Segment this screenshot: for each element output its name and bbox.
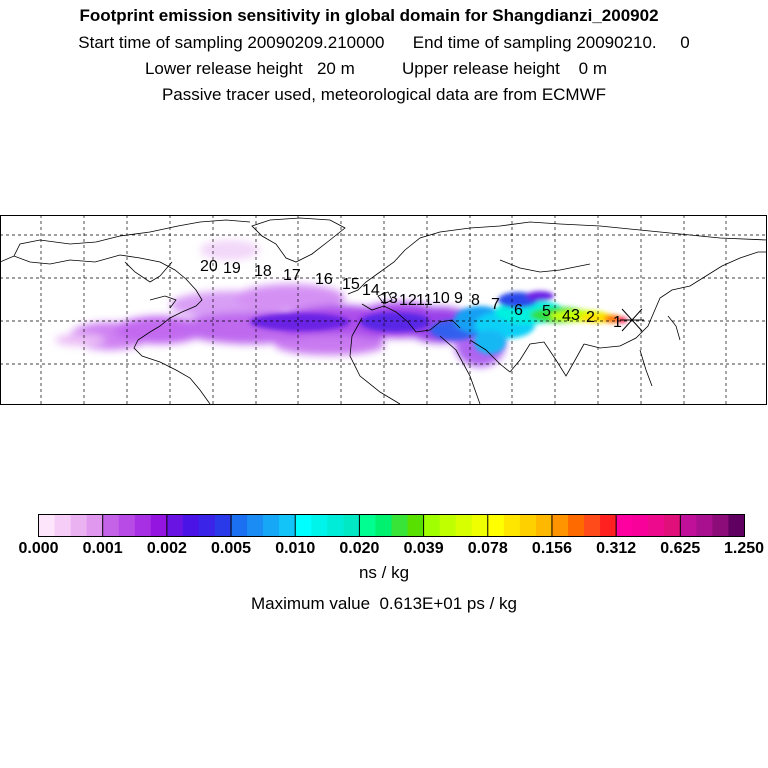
colorbar-tick-label: 0.010 <box>275 540 315 557</box>
colorbar-cell <box>279 514 296 537</box>
day-label: 10 <box>432 290 450 307</box>
colorbar-cell <box>568 514 585 537</box>
footprint-map: 1 2 3 4 5 6 7 8 9 10 11 12 13 14 15 16 1… <box>0 215 767 405</box>
colorbar-cell <box>584 514 601 537</box>
colorbar-cell <box>600 514 617 537</box>
tracer-info-line: Passive tracer used, meteorological data… <box>161 85 607 104</box>
day-label: 14 <box>362 282 380 299</box>
colorbar-tick-label: 0.000 <box>18 540 58 557</box>
colorbar-tick-label: 0.625 <box>660 540 700 557</box>
colorbar-cell <box>664 514 681 537</box>
colorbar-cell <box>375 514 392 537</box>
day-label: 1 <box>613 314 622 331</box>
colorbar-cell <box>231 514 248 537</box>
day-label: 3 <box>571 307 580 324</box>
colorbar-cell <box>391 514 409 537</box>
colorbar-cell <box>166 514 184 537</box>
day-label: 12 <box>399 292 417 309</box>
colorbar-cell <box>215 514 232 537</box>
colorbar-cell <box>295 514 312 537</box>
day-label: 6 <box>514 302 523 319</box>
day-labels: 1 2 3 4 5 6 7 8 9 10 11 12 13 14 15 16 1… <box>200 258 622 331</box>
colorbar-cell <box>407 514 425 537</box>
colorbar-cell <box>455 514 473 537</box>
colorbar-tick-label: 1.250 <box>724 540 764 557</box>
colorbar-cell <box>182 514 200 537</box>
day-label: 16 <box>315 271 333 288</box>
colorbar-cell <box>102 514 120 537</box>
colorbar-unit: ns / kg <box>358 563 410 582</box>
day-label: 2 <box>586 309 595 326</box>
colorbar-cell <box>247 514 264 537</box>
day-label: 13 <box>380 290 398 307</box>
maximum-value-label: Maximum value 0.613E+01 ps / kg <box>251 594 517 613</box>
day-label: 9 <box>454 290 463 307</box>
release-height-line: Lower release height 20 m Upper release … <box>144 59 608 78</box>
colorbar-cell <box>70 514 88 537</box>
day-label: 11 <box>416 292 433 309</box>
lat-lon-grid <box>0 215 767 405</box>
colorbar-cell <box>38 514 56 537</box>
colorbar-cell <box>423 514 441 537</box>
coastlines <box>0 217 767 405</box>
day-label: 4 <box>562 308 571 325</box>
colorbar-cell <box>503 514 521 537</box>
colorbar-tick-label: 0.005 <box>211 540 251 557</box>
colorbar-cell <box>327 514 344 537</box>
colorbar-cell <box>439 514 457 537</box>
day-label: 19 <box>223 260 241 277</box>
colorbar-cell <box>198 514 216 537</box>
colorbar-tick-label: 0.001 <box>83 540 123 557</box>
colorbar-tick-label: 0.156 <box>532 540 572 557</box>
colorbar-dividers <box>102 514 681 537</box>
day-label: 7 <box>491 296 500 313</box>
sensitivity-field <box>55 240 627 367</box>
colorbar-cells <box>38 514 745 537</box>
colorbar-cell <box>616 514 633 537</box>
colorbar-frame <box>38 514 745 537</box>
day-label: 18 <box>254 263 272 280</box>
colorbar-tick-label: 0.039 <box>404 540 444 557</box>
day-label: 8 <box>471 292 480 309</box>
colorbar-cell <box>471 514 489 537</box>
colorbar-cell <box>680 514 697 537</box>
colorbar-tick-label: 0.312 <box>596 540 636 557</box>
day-label: 20 <box>200 258 218 275</box>
colorbar-cell <box>551 514 569 537</box>
colorbar-cell <box>696 514 713 537</box>
colorbar-tick-label: 0.002 <box>147 540 187 557</box>
colorbar-cell <box>712 514 729 537</box>
colorbar-cell <box>519 514 537 537</box>
colorbar-cell <box>343 514 360 537</box>
colorbar-cell <box>118 514 136 537</box>
colorbar-tick-labels: 0.000 0.001 0.002 0.005 0.010 0.020 0.039 0.078… <box>18 540 764 557</box>
colorbar-cell <box>86 514 104 537</box>
plot-title: Footprint emission sensitivity in global… <box>79 6 659 25</box>
colorbar-cell <box>150 514 168 537</box>
colorbar: 0.000 0.001 0.002 0.005 0.010 0.020 0.039 0.078… <box>18 514 764 557</box>
colorbar-cell <box>535 514 553 537</box>
colorbar-cell <box>648 514 665 537</box>
colorbar-cell <box>134 514 152 537</box>
station-star-marker <box>620 308 644 332</box>
colorbar-tick-label: 0.020 <box>339 540 379 557</box>
colorbar-cell <box>359 514 376 537</box>
colorbar-cell <box>54 514 72 537</box>
map-frame <box>0 215 767 405</box>
colorbar-cell <box>487 514 505 537</box>
day-label: 15 <box>342 276 360 293</box>
sampling-time-line: Start time of sampling 20090209.210000 E… <box>78 33 690 52</box>
colorbar-cell <box>728 514 745 537</box>
colorbar-cell <box>632 514 649 537</box>
colorbar-tick-label: 0.078 <box>468 540 508 557</box>
day-label: 17 <box>283 267 301 284</box>
day-label: 5 <box>542 303 551 320</box>
colorbar-cell <box>311 514 328 537</box>
colorbar-cell <box>263 514 280 537</box>
